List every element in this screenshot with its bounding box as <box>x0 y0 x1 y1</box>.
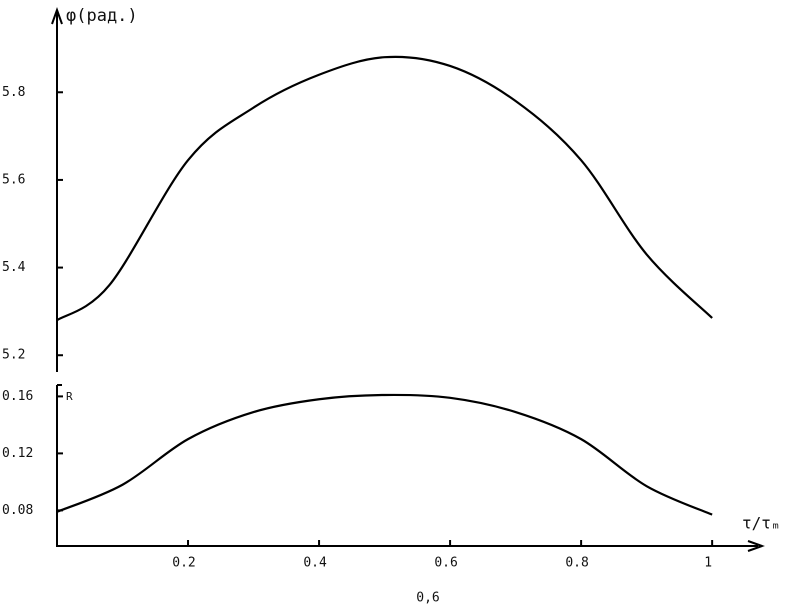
x-tick-label: 0.8 <box>565 556 588 571</box>
y-tick-label: 5.6 <box>2 172 25 187</box>
curve <box>56 393 713 516</box>
y-tick-label: 5.2 <box>2 348 25 363</box>
y-tick-label: 5.8 <box>2 85 25 100</box>
curve <box>56 55 713 322</box>
x-tick-label: 1 <box>704 556 712 571</box>
axes <box>56 385 758 547</box>
x-tick-label: 0.2 <box>172 556 195 571</box>
axis-arrow <box>51 7 63 25</box>
y-tick-label: 0.16 <box>2 389 33 404</box>
x-tick-label: 0.6 <box>434 556 457 571</box>
y-tick-label: 0.08 <box>2 503 33 518</box>
x-axis-label: τ/τₘ <box>742 514 781 533</box>
caption: 0,6 <box>416 591 439 606</box>
y-tick-label: 0.12 <box>2 446 33 461</box>
y-axis-label: φ(рад.) <box>66 6 138 26</box>
x-tick-label: 0.4 <box>303 556 327 571</box>
y-axis-label: R <box>66 390 73 403</box>
y-tick-label: 5.4 <box>2 260 26 275</box>
axis-arrow <box>747 540 765 552</box>
